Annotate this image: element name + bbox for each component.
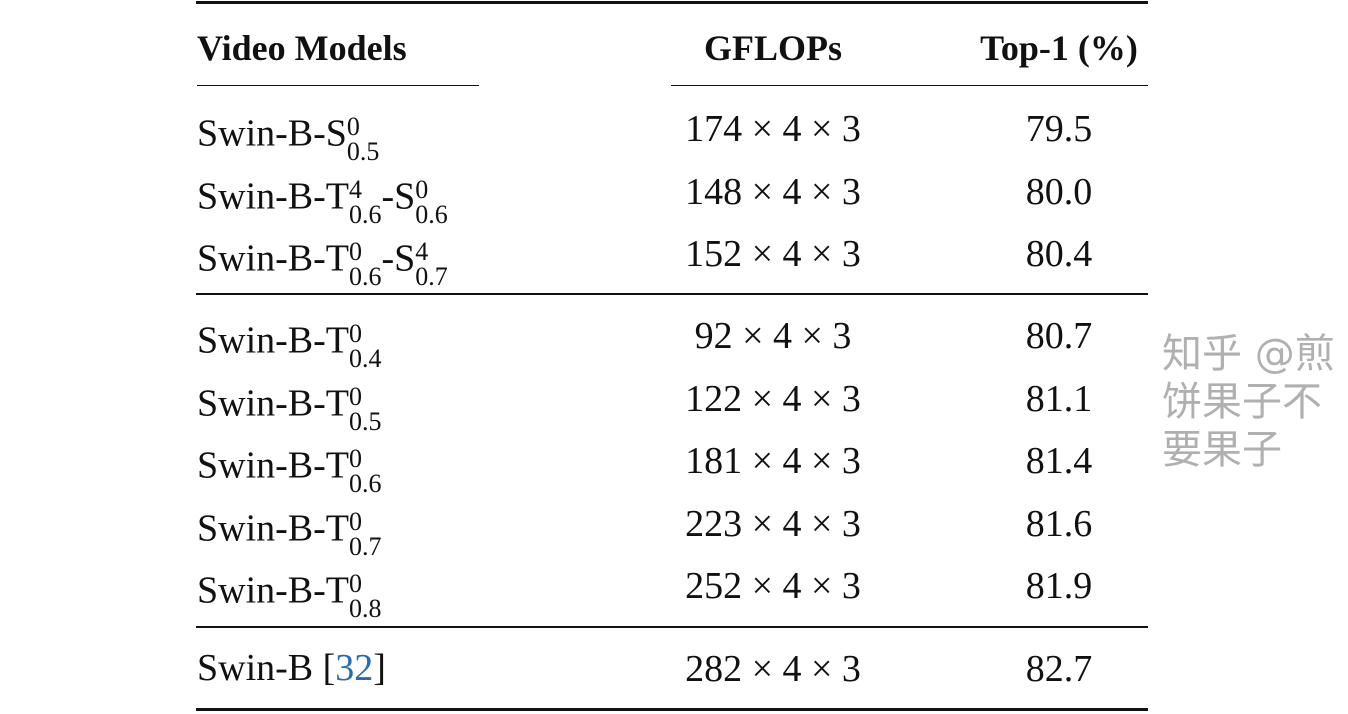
model-name-part: Swin-B [ bbox=[197, 647, 336, 689]
subscript: 0.6 bbox=[415, 199, 448, 229]
subscript: 0.7 bbox=[349, 531, 382, 561]
header-video-models: Video Models bbox=[197, 28, 407, 68]
model-name-part: Swin-B-S bbox=[197, 112, 347, 155]
gflops-value: 152 × 4 × 3 bbox=[685, 233, 861, 275]
top1-value: 81.6 bbox=[1025, 503, 1093, 545]
script-pair: 0 0.8 bbox=[349, 569, 382, 623]
script-pair: 0 0.5 bbox=[349, 382, 382, 436]
top1-value: 80.4 bbox=[1025, 233, 1093, 275]
script-pair: 4 0.6 bbox=[349, 175, 382, 229]
model-name: Swin-B-T 0 0.5 bbox=[197, 379, 382, 434]
subscript: 0.4 bbox=[349, 343, 382, 373]
superscript: 0 bbox=[349, 319, 362, 348]
subscript: 0.5 bbox=[346, 136, 380, 166]
superscript: 0 bbox=[349, 237, 362, 266]
model-name-part: Swin-B-T bbox=[197, 444, 349, 487]
top1-value: 81.1 bbox=[1025, 378, 1093, 420]
model-name-part: Swin-B-T bbox=[197, 382, 349, 425]
gflops-value: 223 × 4 × 3 bbox=[685, 503, 861, 545]
gflops-value: 122 × 4 × 3 bbox=[685, 378, 861, 420]
superscript: 0 bbox=[349, 444, 362, 473]
model-name: Swin-B-T 0 0.7 bbox=[197, 504, 382, 559]
model-name: Swin-B-T 0 0.4 bbox=[197, 316, 382, 371]
model-name-part: Swin-B-T bbox=[197, 237, 349, 280]
script-pair: 0 0.6 bbox=[349, 444, 382, 498]
top1-value: 81.4 bbox=[1025, 440, 1093, 482]
superscript: 4 bbox=[349, 175, 362, 204]
header-underline-models bbox=[197, 85, 479, 86]
subscript: 0.7 bbox=[415, 261, 448, 291]
gflops-value: 174 × 4 × 3 bbox=[685, 108, 861, 150]
top1-value: 81.9 bbox=[1025, 565, 1093, 607]
subscript: 0.6 bbox=[349, 468, 382, 498]
top-rule bbox=[196, 1, 1148, 4]
script-pair: 0 0.6 bbox=[349, 237, 382, 291]
subscript: 0.8 bbox=[349, 593, 382, 623]
gflops-value: 282 × 4 × 3 bbox=[685, 648, 861, 690]
script-pair: 0 0.5 bbox=[346, 112, 380, 166]
header-underline-metrics bbox=[671, 85, 1148, 86]
bracket: ] bbox=[373, 647, 386, 689]
subscript: 0.6 bbox=[349, 261, 382, 291]
model-name-part: Swin-B-T bbox=[197, 569, 349, 612]
superscript: 0 bbox=[346, 112, 360, 141]
model-name: Swin-B-T 0 0.6 -S 4 0.7 bbox=[197, 234, 448, 289]
superscript: 0 bbox=[415, 175, 429, 204]
header-gflops: GFLOPs bbox=[703, 28, 843, 68]
bottom-rule bbox=[196, 708, 1148, 711]
model-name: Swin-B-S 0 0.5 bbox=[197, 109, 379, 164]
model-name: Swin-B-T 0 0.8 bbox=[197, 566, 382, 621]
model-name: Swin-B-T 0 0.6 bbox=[197, 441, 382, 496]
superscript: 0 bbox=[349, 569, 362, 598]
model-name: Swin-B [32] bbox=[197, 649, 386, 687]
group-rule-1 bbox=[196, 293, 1148, 295]
superscript: 4 bbox=[415, 237, 429, 266]
script-pair: 0 0.7 bbox=[349, 507, 382, 561]
top1-value: 82.7 bbox=[1025, 648, 1093, 690]
model-name-part: -S bbox=[381, 237, 416, 280]
group-rule-2 bbox=[196, 626, 1148, 628]
model-name-part: Swin-B-T bbox=[197, 319, 349, 362]
superscript: 0 bbox=[349, 382, 362, 411]
header-top1: Top-1 (%) bbox=[980, 28, 1138, 68]
script-pair: 4 0.7 bbox=[415, 237, 448, 291]
gflops-value: 92 × 4 × 3 bbox=[694, 315, 852, 357]
gflops-value: 148 × 4 × 3 bbox=[685, 171, 861, 213]
script-pair: 0 0.6 bbox=[415, 175, 448, 229]
superscript: 0 bbox=[349, 507, 362, 536]
model-name: Swin-B-T 4 0.6 -S 0 0.6 bbox=[197, 172, 448, 227]
model-name-part: Swin-B-T bbox=[197, 507, 349, 550]
script-pair: 0 0.4 bbox=[349, 319, 382, 373]
gflops-value: 181 × 4 × 3 bbox=[685, 440, 861, 482]
top1-value: 80.0 bbox=[1025, 171, 1093, 213]
citation-link[interactable]: 32 bbox=[335, 647, 374, 689]
gflops-value: 252 × 4 × 3 bbox=[685, 565, 861, 607]
watermark: 知乎 @煎饼果子不要果子 bbox=[1162, 331, 1335, 473]
subscript: 0.5 bbox=[349, 406, 382, 436]
top1-value: 80.7 bbox=[1025, 315, 1093, 357]
model-name-part: Swin-B-T bbox=[197, 175, 349, 218]
subscript: 0.6 bbox=[349, 199, 382, 229]
model-name-part: -S bbox=[381, 175, 416, 218]
top1-value: 79.5 bbox=[1025, 108, 1093, 150]
